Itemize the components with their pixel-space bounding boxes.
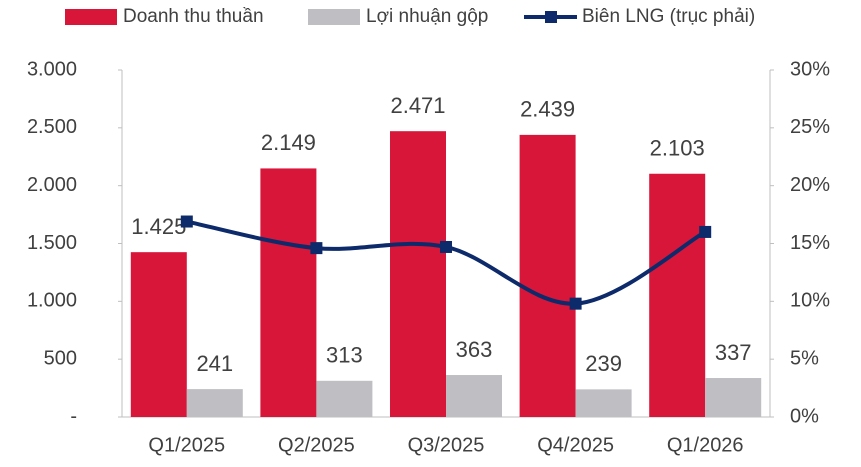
bar xyxy=(390,131,446,417)
data-label: 2.103 xyxy=(650,136,705,161)
legend-swatch xyxy=(65,9,117,25)
y2-tick-label: 20% xyxy=(790,174,830,196)
legend-label: Biên LNG (trục phải) xyxy=(582,6,755,27)
bar xyxy=(186,389,243,417)
line-marker xyxy=(180,215,193,228)
legend-marker xyxy=(545,11,557,23)
bar xyxy=(260,168,317,417)
y-tick-label: 1.500 xyxy=(27,232,77,254)
y2-tick-label: 5% xyxy=(790,347,819,369)
bar xyxy=(446,375,502,417)
x-tick-label: Q1/2025 xyxy=(148,434,225,456)
bar xyxy=(519,134,576,417)
x-tick-label: Q3/2025 xyxy=(408,434,485,456)
y2-tick-label: 10% xyxy=(790,290,830,312)
bar xyxy=(130,252,187,417)
x-tick-label: Q4/2025 xyxy=(537,434,614,456)
data-label: 2.471 xyxy=(390,93,445,118)
data-label: 363 xyxy=(456,337,493,362)
legend-swatch xyxy=(308,9,360,25)
data-label: 2.149 xyxy=(261,130,316,155)
data-label: 241 xyxy=(196,351,233,376)
bar xyxy=(575,389,632,417)
y2-tick-label: 25% xyxy=(790,116,830,138)
legend-label: Doanh thu thuần xyxy=(123,6,264,27)
y2-tick-label: 15% xyxy=(790,232,830,254)
legend-label: Lợi nhuận gộp xyxy=(366,6,488,27)
x-tick-label: Q1/2026 xyxy=(667,434,744,456)
data-label: 239 xyxy=(585,351,622,376)
y-tick-label: 3.000 xyxy=(27,58,77,80)
y-tick-label: 2.500 xyxy=(27,116,77,138)
x-tick-label: Q2/2025 xyxy=(278,434,355,456)
data-label: 2.439 xyxy=(520,97,575,122)
data-label: 1.425 xyxy=(131,214,186,239)
bar xyxy=(316,380,373,417)
bar xyxy=(705,378,762,417)
line-marker xyxy=(699,225,712,238)
line-marker xyxy=(569,297,582,310)
data-label: 313 xyxy=(326,343,363,368)
bar xyxy=(649,173,706,417)
data-label: 337 xyxy=(715,340,752,365)
y-tick-label: 2.000 xyxy=(27,174,77,196)
line-marker xyxy=(440,240,452,253)
y2-tick-label: 0% xyxy=(790,405,819,427)
y-tick-label: 1.000 xyxy=(27,290,77,312)
y-tick-label: 500 xyxy=(44,347,77,369)
y-tick-label: - xyxy=(70,405,77,427)
line-marker xyxy=(310,242,323,255)
y2-tick-label: 30% xyxy=(790,58,830,80)
